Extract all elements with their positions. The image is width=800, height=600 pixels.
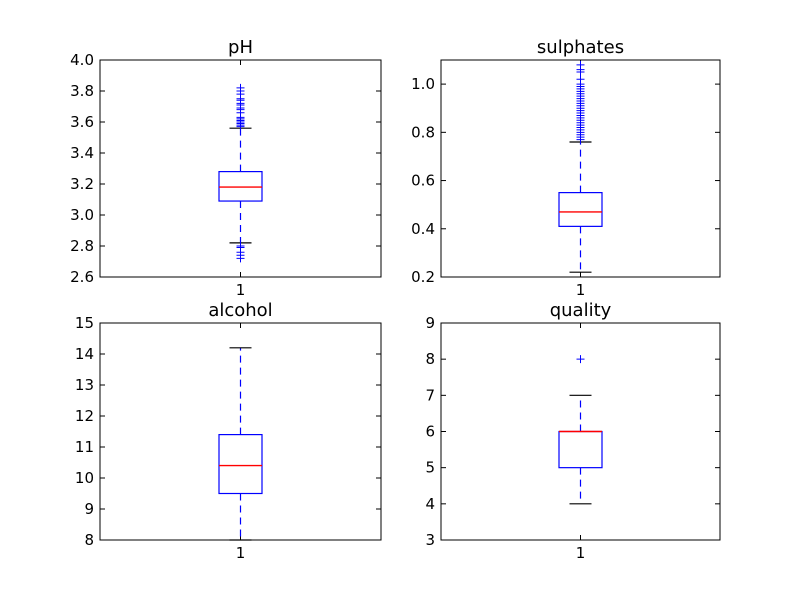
ytick-label: 3 (425, 531, 435, 549)
outlier-marker (236, 83, 245, 92)
ytick-label: 8 (84, 531, 94, 549)
ytick-label: 4.0 (70, 51, 94, 69)
ytick-label: 10 (75, 469, 94, 487)
ytick-label: 11 (75, 438, 94, 456)
ytick-label: 9 (425, 314, 435, 332)
panel-title: sulphates (537, 37, 624, 58)
panel-alcohol: 8 9 10 11 12 13 14 15 1 alcohol (75, 300, 382, 562)
ytick-label: 4 (425, 495, 435, 513)
panel-ph: 2.6 2.8 3.0 3.2 3.4 3.6 3.8 4.0 1 pH (70, 37, 382, 299)
ytick-label: 13 (75, 376, 94, 394)
ytick-label: 2.8 (70, 237, 94, 255)
ytick-label: 3.8 (70, 82, 94, 100)
iqr-box (218, 434, 263, 495)
panel-title: pH (228, 37, 253, 58)
ytick-label: 7 (425, 386, 435, 404)
ytick-label: 0.8 (411, 123, 435, 141)
ytick-label: 1.0 (411, 75, 435, 93)
iqr-box (218, 171, 263, 202)
ytick-label: 8 (425, 350, 435, 368)
panel-sulphates: 0.2 0.4 0.6 0.8 1.0 1 sulphates (411, 37, 721, 299)
outlier-marker (236, 242, 245, 250)
panel-title: alcohol (208, 300, 272, 321)
outlier-marker (576, 355, 585, 364)
ytick-label: 0.2 (411, 268, 435, 286)
panel-title: quality (550, 300, 612, 321)
ytick-label: 9 (84, 500, 94, 518)
xtick-label: 1 (576, 544, 586, 562)
outlier-marker (576, 75, 585, 84)
xtick-label: 1 (236, 544, 246, 562)
iqr-box (558, 192, 603, 227)
xtick-label: 1 (576, 281, 586, 299)
outlier-marker (576, 60, 585, 69)
ytick-label: 0.4 (411, 220, 435, 238)
ytick-label: 15 (75, 314, 94, 332)
ytick-label: 12 (75, 407, 94, 425)
ytick-label: 14 (75, 345, 94, 363)
ytick-label: 3.6 (70, 113, 94, 131)
ytick-label: 2.6 (70, 268, 94, 286)
ytick-label: 3.0 (70, 206, 94, 224)
xtick-label: 1 (236, 281, 246, 299)
ytick-label: 5 (425, 459, 435, 477)
panel-quality: 3 4 5 6 7 8 9 1 quality (425, 300, 721, 562)
ytick-label: 3.4 (70, 144, 94, 162)
ytick-label: 6 (425, 423, 435, 441)
ytick-label: 0.6 (411, 172, 435, 190)
ytick-label: 3.2 (70, 175, 94, 193)
